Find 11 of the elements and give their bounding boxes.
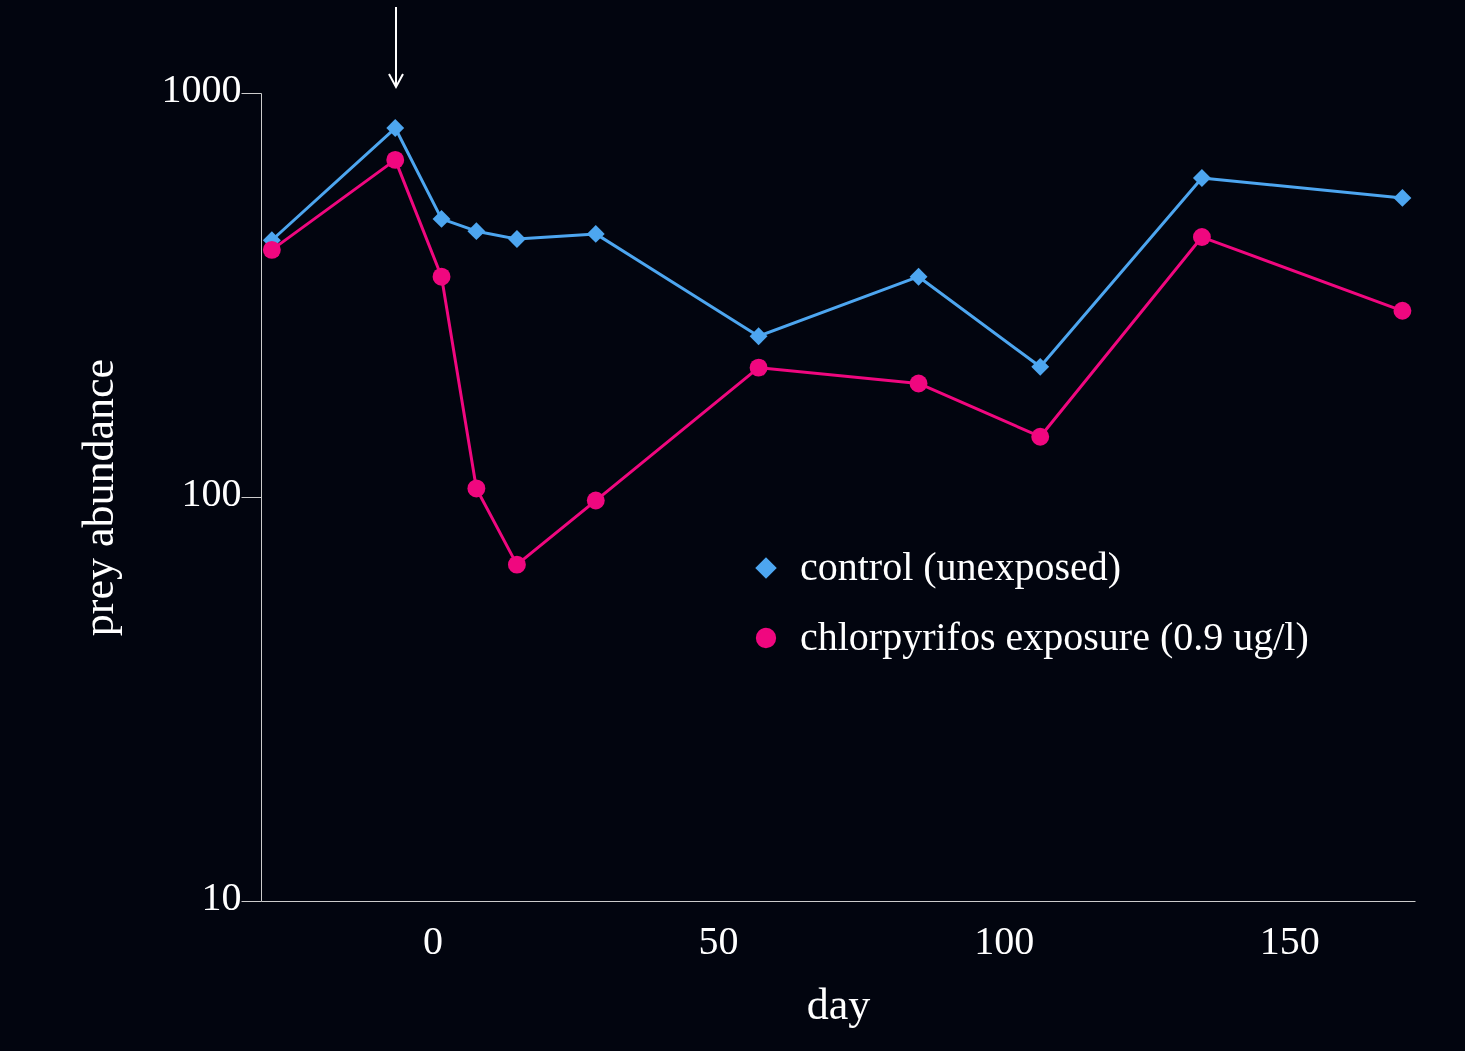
x-tick-label: 150 bbox=[1259, 917, 1320, 963]
x-tick-label: 0 bbox=[422, 917, 443, 963]
y-tick-label: 10 bbox=[201, 873, 242, 919]
legend-label: chlorpyrifos exposure (0.9 ug/l) bbox=[800, 614, 1309, 659]
x-tick-label: 50 bbox=[698, 917, 739, 963]
x-tick-label: 100 bbox=[974, 917, 1035, 963]
legend-label: control (unexposed) bbox=[800, 544, 1122, 589]
y-tick-label: 100 bbox=[181, 469, 242, 515]
y-tick-label: 1000 bbox=[161, 65, 242, 111]
y-axis-title: prey abundance bbox=[73, 358, 123, 637]
x-axis-title: day bbox=[806, 979, 871, 1029]
